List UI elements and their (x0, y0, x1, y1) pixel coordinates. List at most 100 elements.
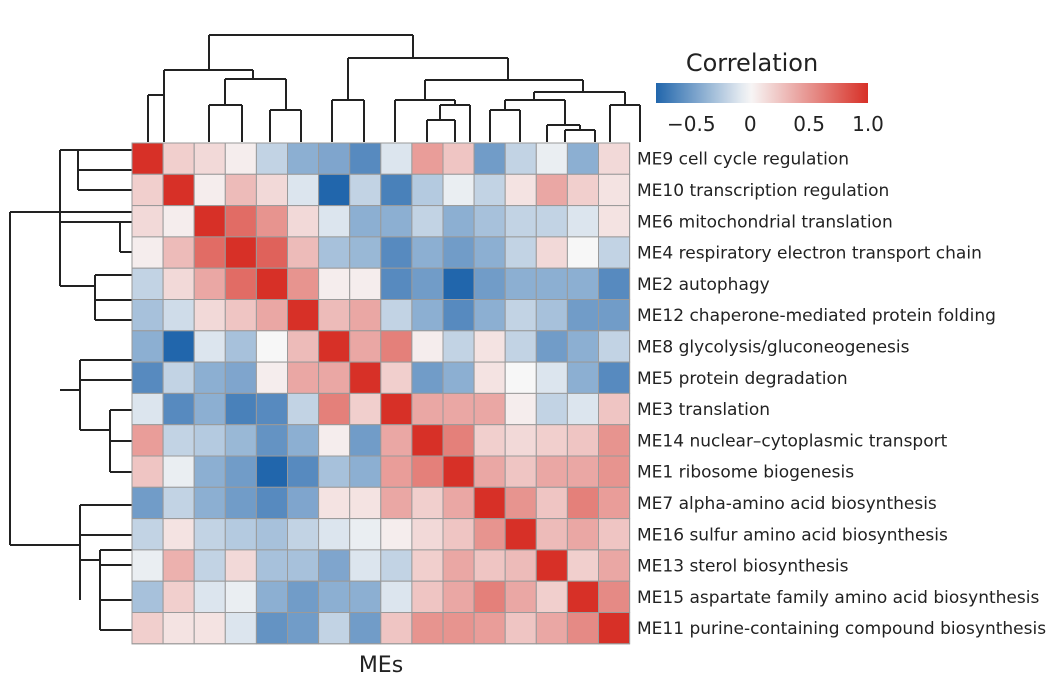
heatmap-cell (380, 580, 413, 614)
heatmap-cell (598, 455, 631, 488)
heatmap-cell (411, 330, 444, 363)
heatmap-cell (224, 518, 257, 551)
heatmap-cell (193, 299, 226, 332)
heatmap-cell (193, 142, 226, 175)
heatmap-cell (473, 392, 506, 426)
heatmap-cell (349, 486, 382, 520)
heatmap-cell (318, 486, 351, 520)
heatmap-cell (566, 549, 600, 582)
heatmap-cell (162, 299, 195, 332)
heatmap-cell (442, 424, 475, 457)
heatmap-cell (162, 142, 195, 175)
heatmap-cell (566, 612, 600, 645)
heatmap-cell (473, 455, 506, 488)
heatmap-cell (349, 612, 382, 645)
heatmap-cell (380, 486, 413, 520)
heatmap-cell (287, 299, 320, 332)
heatmap-cell (224, 236, 257, 269)
heatmap-cell (380, 361, 413, 394)
heatmap-cell (566, 142, 600, 175)
heatmap-cell (473, 549, 506, 582)
heatmap-cell (535, 392, 568, 426)
heatmap-cell (411, 361, 444, 394)
heatmap-cell (318, 424, 351, 457)
heatmap-cell (131, 549, 164, 582)
heatmap-cell (318, 392, 351, 426)
row-label: ME13 sterol biosynthesis (637, 557, 849, 577)
heatmap-cell (224, 580, 257, 614)
heatmap-cell (535, 361, 568, 394)
heatmap-cell (349, 236, 382, 269)
heatmap-cell (535, 549, 568, 582)
heatmap-cell (287, 455, 320, 488)
heatmap-cell (535, 424, 568, 457)
heatmap-cell (349, 142, 382, 175)
heatmap-cell (349, 361, 382, 394)
heatmap-cell (535, 580, 568, 614)
heatmap-cell (380, 267, 413, 301)
heatmap-cell (131, 518, 164, 551)
heatmap-cell (380, 299, 413, 332)
heatmap-cell (162, 424, 195, 457)
heatmap-cell (255, 236, 288, 269)
heatmap-cell (598, 424, 631, 457)
heatmap-cell (162, 205, 195, 238)
heatmap-cell (473, 361, 506, 394)
heatmap-cell (193, 267, 226, 301)
heatmap-cell (318, 580, 351, 614)
heatmap-cell (131, 612, 164, 645)
heatmap-cell (566, 236, 600, 269)
heatmap-cell (598, 299, 631, 332)
heatmap-cell (349, 173, 382, 207)
heatmap-cell (193, 549, 226, 582)
heatmap-cell (504, 173, 537, 207)
heatmap-cell (131, 455, 164, 488)
heatmap-cell (566, 392, 600, 426)
heatmap-cell (287, 236, 320, 269)
heatmap-cell (442, 299, 475, 332)
row-label: ME2 autophagy (637, 275, 770, 295)
heatmap-cell (193, 236, 226, 269)
heatmap-cell (442, 205, 475, 238)
heatmap-cell (598, 330, 631, 363)
heatmap-cell (598, 549, 631, 582)
heatmap-cell (224, 205, 257, 238)
heatmap-cell (255, 173, 288, 207)
heatmap-cell (224, 361, 257, 394)
heatmap-cell (504, 518, 537, 551)
heatmap-cell (162, 330, 195, 363)
heatmap-cell (411, 236, 444, 269)
heatmap-cell (442, 486, 475, 520)
heatmap-cell (442, 549, 475, 582)
heatmap-grid (131, 142, 631, 645)
heatmap-cell (318, 236, 351, 269)
row-label: ME5 protein degradation (637, 369, 848, 389)
heatmap-cell (411, 267, 444, 301)
heatmap-cell (380, 549, 413, 582)
heatmap-cell (131, 361, 164, 394)
heatmap-cell (411, 142, 444, 175)
heatmap-cell (598, 236, 631, 269)
heatmap-cell (380, 142, 413, 175)
heatmap-cell (535, 173, 568, 207)
heatmap-cell (442, 361, 475, 394)
heatmap-cell (224, 267, 257, 301)
heatmap-cell (380, 612, 413, 645)
heatmap-cell (162, 267, 195, 301)
heatmap-cell (131, 205, 164, 238)
heatmap-cell (535, 236, 568, 269)
heatmap-cell (442, 173, 475, 207)
heatmap-cell (598, 518, 631, 551)
heatmap-cell (193, 486, 226, 520)
heatmap-cell (598, 612, 631, 645)
heatmap-cell (473, 612, 506, 645)
heatmap-cell (318, 173, 351, 207)
heatmap-cell (224, 549, 257, 582)
heatmap-cell (349, 205, 382, 238)
column-dendrogram (147, 34, 641, 142)
heatmap-cell (411, 173, 444, 207)
heatmap-cell (162, 173, 195, 207)
row-label: ME12 chaperone-mediated protein folding (637, 306, 996, 326)
heatmap-cell (411, 486, 444, 520)
